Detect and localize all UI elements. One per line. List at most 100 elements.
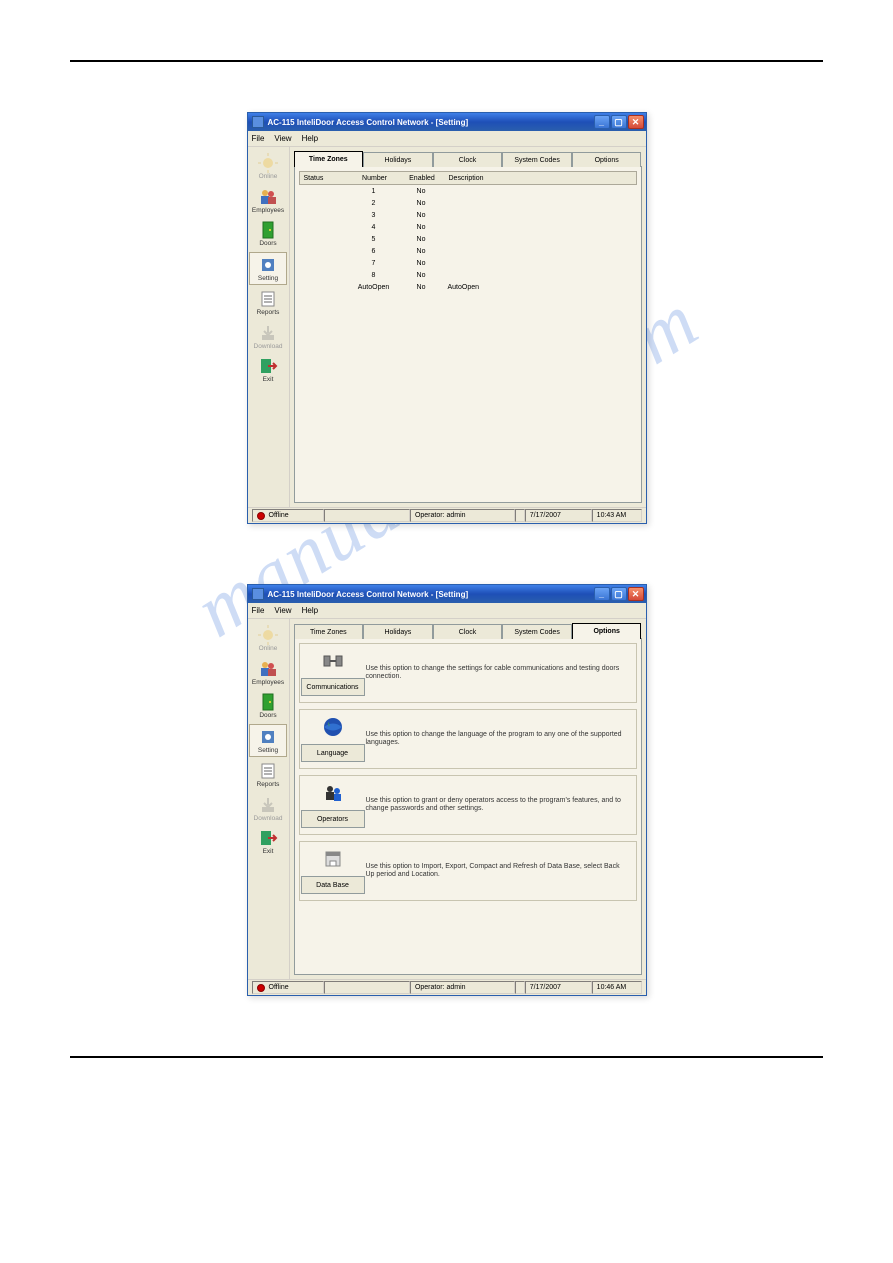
- table-row[interactable]: 5No: [299, 233, 637, 245]
- menu-file[interactable]: File: [252, 134, 265, 143]
- sidebar-item-setting[interactable]: Setting: [249, 724, 287, 758]
- sidebar-item-label: Reports: [257, 782, 280, 789]
- sidebar-item-label: Setting: [258, 276, 278, 283]
- titlebar[interactable]: AC-115 InteliDoor Access Control Network…: [248, 585, 646, 603]
- sidebar-item-label: Online: [259, 174, 278, 181]
- table-row[interactable]: 8No: [299, 269, 637, 281]
- table-row[interactable]: AutoOpenNoAutoOpen: [299, 281, 637, 293]
- tab-options[interactable]: Options: [572, 623, 642, 639]
- statusbar: Offline Operator: admin 7/17/2007 10:46 …: [248, 979, 646, 995]
- maximize-button[interactable]: ▢: [611, 587, 627, 601]
- col-status[interactable]: Status: [300, 175, 350, 182]
- tab-strip: Time ZonesHolidaysClockSystem CodesOptio…: [294, 151, 642, 167]
- sidebar-item-employees[interactable]: Employees: [249, 657, 287, 689]
- sidebar-item-download: Download: [249, 793, 287, 825]
- sidebar-item-online: Online: [249, 151, 287, 183]
- db-description: Use this option to Import, Export, Compa…: [366, 863, 628, 880]
- comm-button[interactable]: Communications: [301, 678, 365, 696]
- sidebar-item-doors[interactable]: Doors: [249, 690, 287, 722]
- status-time: 10:46 AM: [592, 981, 642, 994]
- sidebar-item-label: Exit: [263, 849, 274, 856]
- close-button[interactable]: ✕: [628, 115, 644, 129]
- page-top-rule: [70, 60, 823, 62]
- sidebar: Online Employees Doors Setting Reports Downlo…: [248, 619, 290, 979]
- sidebar-item-label: Employees: [252, 680, 284, 687]
- menu-file[interactable]: File: [252, 606, 265, 615]
- sidebar-item-label: Setting: [258, 748, 278, 755]
- sidebar-item-reports[interactable]: Reports: [249, 287, 287, 319]
- titlebar[interactable]: AC-115 InteliDoor Access Control Network…: [248, 113, 646, 131]
- sidebar-item-label: Download: [254, 816, 283, 823]
- sidebar-item-label: Doors: [259, 241, 276, 248]
- col-number[interactable]: Number: [350, 175, 400, 182]
- sidebar-item-reports[interactable]: Reports: [249, 759, 287, 791]
- col-description[interactable]: Description: [445, 175, 636, 182]
- close-button[interactable]: ✕: [628, 587, 644, 601]
- tab-options[interactable]: Options: [572, 152, 642, 167]
- tab-system-codes[interactable]: System Codes: [502, 624, 572, 639]
- sidebar: Online Employees Doors Setting Reports Downlo…: [248, 147, 290, 507]
- minimize-button[interactable]: _: [594, 115, 610, 129]
- menu-help[interactable]: Help: [302, 606, 318, 615]
- sidebar-item-doors[interactable]: Doors: [249, 218, 287, 250]
- lang-button[interactable]: Language: [301, 744, 365, 762]
- sidebar-item-exit[interactable]: Exit: [249, 354, 287, 386]
- tab-system-codes[interactable]: System Codes: [502, 152, 572, 167]
- option-group-ops: OperatorsUse this option to grant or den…: [299, 775, 637, 835]
- table-row[interactable]: 2No: [299, 197, 637, 209]
- sidebar-item-label: Reports: [257, 310, 280, 317]
- ops-button[interactable]: Operators: [301, 810, 365, 828]
- status-offline: Offline: [252, 509, 325, 522]
- main-panel: Time ZonesHolidaysClockSystem CodesOptio…: [290, 147, 646, 507]
- comm-description: Use this option to change the settings f…: [366, 665, 628, 682]
- minimize-button[interactable]: _: [594, 587, 610, 601]
- screenshot-options: AC-115 InteliDoor Access Control Network…: [247, 584, 647, 996]
- db-icon: [322, 848, 344, 870]
- menubar: File View Help: [248, 131, 646, 147]
- sidebar-item-label: Employees: [252, 208, 284, 215]
- tab-time-zones[interactable]: Time Zones: [294, 624, 364, 639]
- sidebar-item-exit[interactable]: Exit: [249, 826, 287, 858]
- sidebar-item-employees[interactable]: Employees: [249, 185, 287, 217]
- table-row[interactable]: 1No: [299, 185, 637, 197]
- tab-clock[interactable]: Clock: [433, 624, 503, 639]
- option-group-lang: LanguageUse this option to change the la…: [299, 709, 637, 769]
- tab-content-timezones: Status Number Enabled Description 1No2No…: [294, 166, 642, 503]
- tab-strip: Time ZonesHolidaysClockSystem CodesOptio…: [294, 623, 642, 639]
- menubar: File View Help: [248, 603, 646, 619]
- tab-holidays[interactable]: Holidays: [363, 152, 433, 167]
- status-offline: Offline: [252, 981, 325, 994]
- tab-holidays[interactable]: Holidays: [363, 624, 433, 639]
- table-row[interactable]: 4No: [299, 221, 637, 233]
- table-rows: 1No2No3No4No5No6No7No8NoAutoOpenNoAutoOp…: [299, 185, 637, 293]
- sidebar-item-download: Download: [249, 321, 287, 353]
- app-icon: [252, 116, 264, 128]
- screenshot-timezones: AC-115 InteliDoor Access Control Network…: [247, 112, 647, 524]
- menu-view[interactable]: View: [274, 606, 291, 615]
- status-time: 10:43 AM: [592, 509, 642, 522]
- menu-help[interactable]: Help: [302, 134, 318, 143]
- sidebar-item-label: Doors: [259, 713, 276, 720]
- db-button[interactable]: Data Base: [301, 876, 365, 894]
- tab-time-zones[interactable]: Time Zones: [294, 151, 364, 167]
- tab-content-options: CommunicationsUse this option to change …: [294, 638, 642, 975]
- window-title: AC-115 InteliDoor Access Control Network…: [268, 118, 594, 127]
- sidebar-item-label: Exit: [263, 377, 274, 384]
- maximize-button[interactable]: ▢: [611, 115, 627, 129]
- status-operator: Operator: admin: [410, 981, 515, 994]
- tab-clock[interactable]: Clock: [433, 152, 503, 167]
- table-row[interactable]: 7No: [299, 257, 637, 269]
- sidebar-item-online: Online: [249, 623, 287, 655]
- status-operator: Operator: admin: [410, 509, 515, 522]
- sidebar-item-setting[interactable]: Setting: [249, 252, 287, 286]
- comm-icon: [322, 650, 344, 672]
- menu-view[interactable]: View: [274, 134, 291, 143]
- table-row[interactable]: 6No: [299, 245, 637, 257]
- lang-icon: [322, 716, 344, 738]
- statusbar: Offline Operator: admin 7/17/2007 10:43 …: [248, 507, 646, 523]
- col-enabled[interactable]: Enabled: [400, 175, 445, 182]
- table-row[interactable]: 3No: [299, 209, 637, 221]
- status-date: 7/17/2007: [525, 981, 592, 994]
- ops-icon: [322, 782, 344, 804]
- main-panel: Time ZonesHolidaysClockSystem CodesOptio…: [290, 619, 646, 979]
